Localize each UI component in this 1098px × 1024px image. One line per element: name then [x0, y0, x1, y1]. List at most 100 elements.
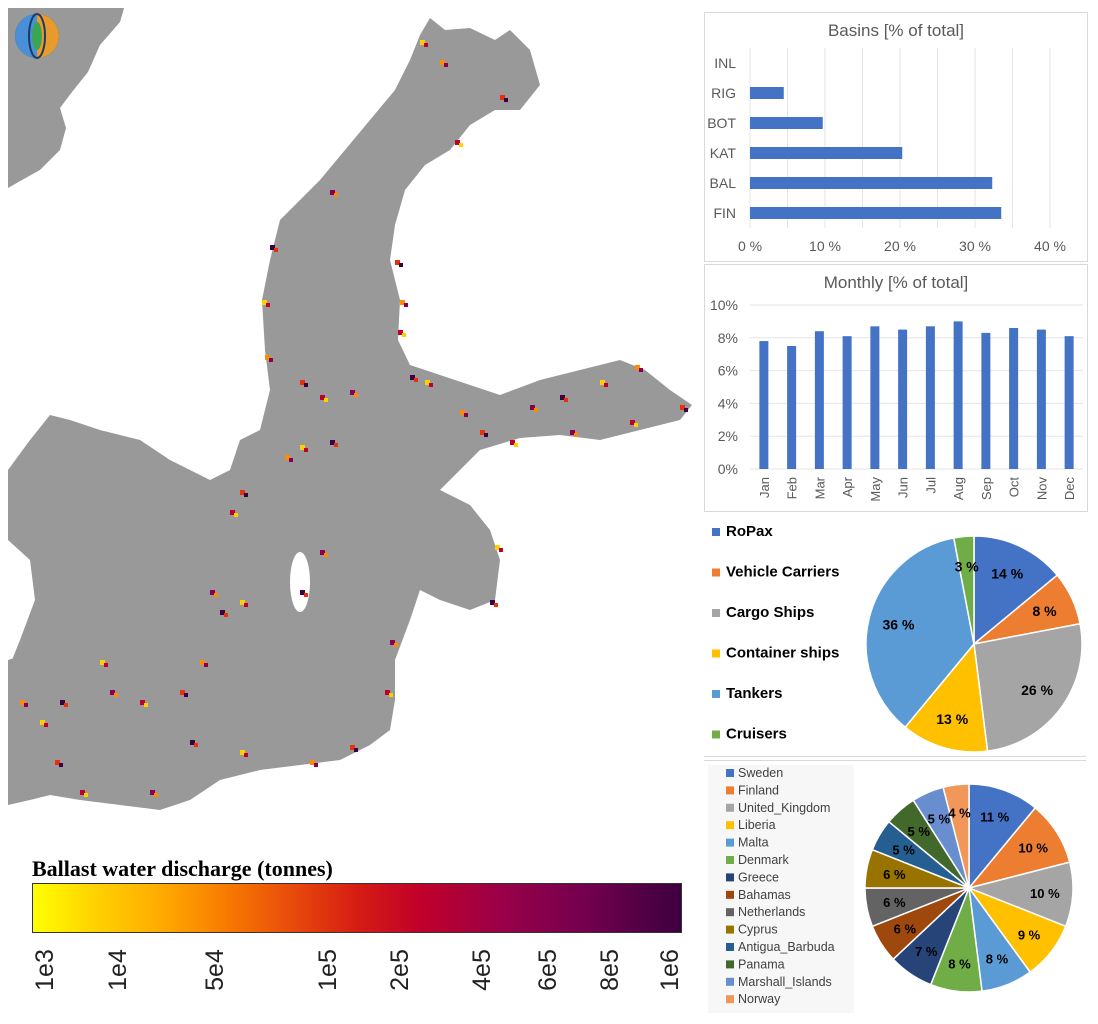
discharge-cell	[204, 663, 208, 667]
colorbar-tick-label: 4e5	[468, 949, 496, 991]
basins-chart-title: Basins [% of total]	[828, 21, 964, 40]
discharge-cell	[324, 398, 328, 402]
discharge-cell	[300, 445, 305, 450]
discharge-cell	[144, 703, 148, 707]
monthly-bar	[1036, 329, 1046, 469]
ship-type-pie-slice	[973, 622, 1083, 752]
monthly-y-tick-label: 2%	[718, 428, 738, 444]
colorbar-tick-label: 8e5	[596, 949, 624, 991]
discharge-cell	[289, 458, 293, 462]
flag-legend-swatch	[726, 856, 734, 864]
monthly-x-tick-label: Sep	[979, 477, 994, 500]
ship-type-legend-swatch	[712, 690, 720, 698]
discharge-cell	[270, 245, 275, 250]
discharge-cell	[350, 390, 355, 395]
monthly-x-tick-label: Feb	[785, 477, 800, 499]
discharge-cell	[285, 455, 290, 460]
discharge-cell	[140, 700, 145, 705]
discharge-cell	[560, 395, 565, 400]
discharge-cell	[180, 690, 185, 695]
ship-type-pie-slice	[973, 535, 1059, 646]
discharge-cell	[274, 248, 278, 252]
flag-legend-swatch	[726, 786, 734, 795]
discharge-cell	[400, 300, 405, 305]
discharge-cell	[410, 375, 415, 380]
discharge-cell	[304, 593, 308, 597]
flag-legend-label: Bahamas	[738, 888, 791, 902]
monthly-bar	[1064, 336, 1074, 469]
discharge-cell	[354, 748, 358, 752]
flag-legend-swatch	[726, 925, 734, 934]
flag-pie-label: 10 %	[1018, 840, 1048, 855]
discharge-cell	[244, 493, 248, 497]
discharge-cell	[190, 740, 195, 745]
discharge-cell	[425, 380, 430, 385]
discharge-cell	[304, 383, 308, 387]
monthly-bar-chart: Monthly [% of total] 0% 2% 4% 6% 8% 10% Jan Feb…	[710, 273, 1083, 502]
flag-legend-label: Malta	[738, 836, 769, 850]
ship-type-legend-label: Tankers	[726, 685, 782, 702]
flag-pie-label: 7 %	[915, 944, 938, 959]
discharge-cell	[184, 693, 188, 697]
flag-legend-label: Denmark	[738, 853, 789, 867]
discharge-cell	[604, 383, 608, 387]
colorbar-tick-label: 1e3	[31, 949, 59, 991]
monthly-x-tick-label: Oct	[1007, 477, 1022, 498]
ship-type-legend-label: Container ships	[726, 645, 839, 662]
discharge-cell	[150, 790, 155, 795]
discharge-cell	[84, 793, 88, 797]
flag-pie-label: 6 %	[883, 895, 906, 910]
discharge-cell	[240, 750, 245, 755]
discharge-cell	[429, 383, 433, 387]
ship-type-legend-swatch	[712, 649, 720, 658]
ship-types-pie-panel: RoPax Vehicle Carriers Cargo Ships Containe…	[704, 514, 1086, 757]
ship-type-pie-label: 36 %	[882, 617, 914, 633]
monthly-x-tick-label: Apr	[840, 476, 855, 497]
monthly-bar	[981, 332, 991, 469]
monthly-y-tick-label: 6%	[718, 363, 738, 379]
discharge-cell	[385, 690, 390, 695]
discharge-cell	[630, 420, 635, 425]
island-gotland	[290, 552, 310, 612]
discharge-cell	[424, 43, 428, 47]
discharge-cell	[230, 510, 235, 515]
water-body	[8, 18, 692, 810]
discharge-cell	[210, 590, 215, 595]
discharge-cell	[484, 433, 488, 437]
discharge-cell	[455, 140, 460, 145]
discharge-cell	[266, 303, 270, 307]
flag-legend-label: Sweden	[738, 766, 783, 780]
monthly-y-tick-label: 4%	[718, 395, 738, 411]
flag-legend-label: Cyprus	[738, 923, 778, 937]
flag-pie-label: 4 %	[948, 806, 971, 821]
flag-pie-label: 6 %	[883, 867, 906, 882]
basins-bar-chart: Basins [% of total] 0 % 10 % 20 % 30 % 40 % I…	[707, 21, 1066, 254]
monthly-x-tick-label: Mar	[812, 476, 827, 499]
monthly-bar	[787, 346, 797, 469]
discharge-cell	[262, 300, 267, 305]
flag-legend-swatch	[726, 821, 734, 830]
colorbar-tick-label: 1e5	[314, 949, 342, 991]
discharge-cell	[194, 743, 198, 747]
flag-legend-label: Greece	[738, 870, 779, 884]
ship-type-pie-label: 13 %	[936, 711, 968, 727]
discharge-cell	[684, 408, 688, 412]
flag-legend-swatch	[726, 943, 734, 951]
discharge-cell	[214, 593, 218, 597]
discharge-cell	[240, 600, 245, 605]
basins-category-label: BOT	[707, 115, 736, 131]
discharge-cell	[460, 410, 465, 415]
discharge-cell	[464, 413, 468, 417]
discharge-cell	[40, 720, 45, 725]
monthly-y-tick-label: 0%	[718, 461, 738, 477]
discharge-cell	[64, 703, 68, 707]
flags-pie-panel: Sweden Finland United_Kingdom Liberia Malta D…	[704, 760, 1086, 1013]
discharge-cell	[244, 753, 248, 757]
discharge-cell	[304, 448, 308, 452]
monthly-chart-panel: Monthly [% of total] 0% 2% 4% 6% 8% 10% Jan Feb…	[704, 264, 1088, 512]
discharge-cell	[500, 95, 505, 100]
discharge-cell	[399, 263, 403, 267]
colorbar-tick-label: 1e4	[104, 949, 132, 991]
flag-legend-swatch	[726, 873, 734, 882]
monthly-bar	[898, 329, 908, 469]
